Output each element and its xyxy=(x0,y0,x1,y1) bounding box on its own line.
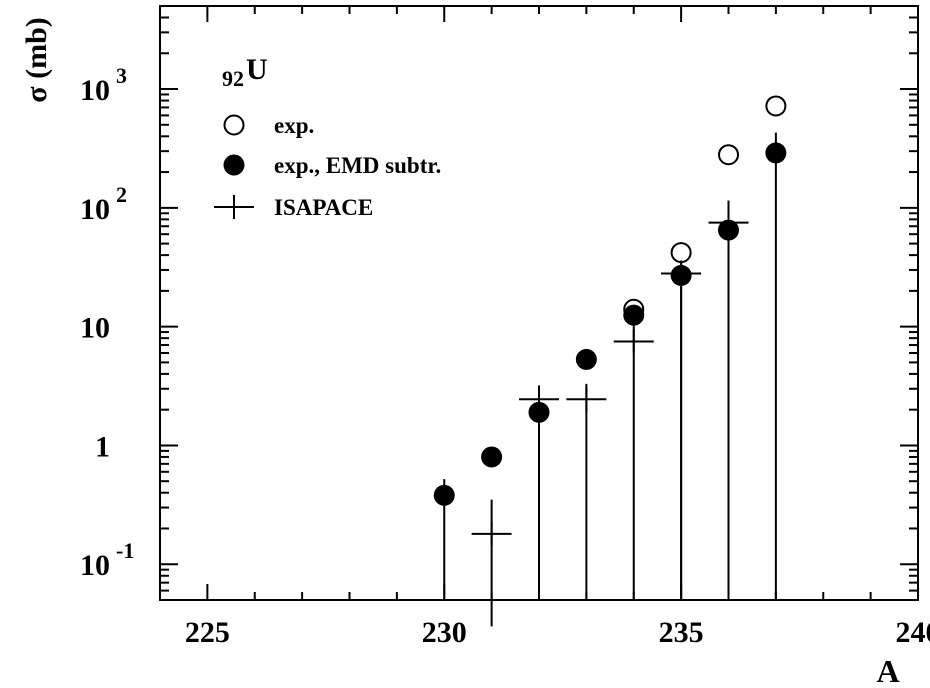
data-point xyxy=(575,348,597,370)
data-point xyxy=(471,521,512,546)
y-tick-label-base: 10 xyxy=(80,549,110,582)
legend-label: ISAPACE xyxy=(274,195,373,220)
data-point xyxy=(718,144,739,166)
element-label-symbol: U xyxy=(246,53,268,86)
x-tick-label: 235 xyxy=(659,616,704,649)
legend-entry: exp. xyxy=(223,113,314,138)
legend: exp. exp., EMD subtr. ISAPACE xyxy=(214,113,441,220)
legend-marker xyxy=(223,114,245,136)
y-tick-label-base: 10 xyxy=(80,312,110,345)
legend-marker xyxy=(214,195,254,219)
element-label: 92 U xyxy=(222,53,268,91)
x-tick-labels: 225 230 235 240 xyxy=(185,616,930,649)
data-point xyxy=(613,329,654,354)
legend-label: exp., EMD subtr. xyxy=(274,153,441,178)
data-point xyxy=(765,95,787,117)
legend-marker xyxy=(223,154,245,176)
y-tick-label: 10 xyxy=(80,312,110,345)
data-point xyxy=(623,304,645,326)
x-axis-title: A xyxy=(876,653,899,688)
y-tick-label-exponent: -1 xyxy=(116,538,134,563)
data-point xyxy=(433,484,455,506)
series-open-circle xyxy=(623,95,787,320)
legend-entry: ISAPACE xyxy=(214,195,373,220)
data-marks xyxy=(433,95,787,627)
x-tick-label: 225 xyxy=(185,616,230,649)
y-tick-label-base: 10 xyxy=(80,193,110,226)
y-tick-label: 10 -1 xyxy=(80,538,134,582)
x-tick-label: 230 xyxy=(422,616,467,649)
data-point xyxy=(765,142,787,164)
data-point xyxy=(708,210,749,235)
series-filled-circle xyxy=(433,132,787,600)
y-axis-title: σ (mb) xyxy=(20,17,53,102)
legend-label: exp. xyxy=(274,113,314,138)
y-tick-label-base: 1 xyxy=(95,430,110,463)
x-tick-label: 240 xyxy=(896,616,930,649)
data-point xyxy=(661,261,702,286)
y-tick-label-exponent: 3 xyxy=(116,63,127,88)
data-point xyxy=(481,446,503,468)
data-point xyxy=(670,242,692,264)
y-tick-label-base: 10 xyxy=(80,74,110,107)
legend-entry: exp., EMD subtr. xyxy=(223,153,441,178)
y-tick-label: 1 xyxy=(95,430,110,463)
y-tick-label-exponent: 2 xyxy=(116,182,127,207)
data-point xyxy=(519,387,559,412)
data-point xyxy=(566,387,607,412)
y-tick-label: 10 2 xyxy=(80,182,127,226)
y-tick-label: 10 3 xyxy=(80,63,127,107)
axis-ticks xyxy=(159,5,919,601)
series-cross xyxy=(471,200,749,627)
element-label-subscript: 92 xyxy=(222,66,244,91)
